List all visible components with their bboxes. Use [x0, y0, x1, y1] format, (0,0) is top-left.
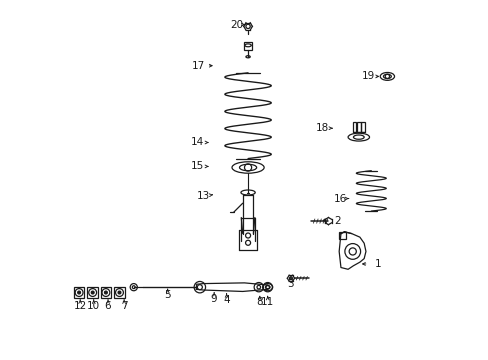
Text: 6: 6: [104, 301, 111, 311]
Text: 13: 13: [196, 191, 210, 201]
Circle shape: [118, 291, 121, 294]
Bar: [361, 122, 364, 132]
Text: 20: 20: [230, 19, 243, 30]
Bar: [74, 287, 84, 298]
Bar: [356, 122, 360, 132]
Text: 14: 14: [190, 138, 203, 148]
Text: 7: 7: [121, 301, 127, 311]
Text: 10: 10: [87, 301, 100, 311]
Text: 4: 4: [223, 295, 229, 305]
Text: 8: 8: [256, 297, 263, 307]
Bar: [114, 287, 124, 298]
Bar: [244, 42, 252, 50]
Text: 3: 3: [287, 279, 294, 289]
Text: 15: 15: [190, 161, 203, 171]
Text: 19: 19: [362, 71, 375, 81]
Text: 17: 17: [191, 61, 204, 71]
Text: 18: 18: [315, 123, 328, 133]
Bar: [352, 122, 356, 132]
Bar: [87, 287, 98, 298]
Text: 9: 9: [210, 294, 217, 303]
Circle shape: [104, 291, 107, 294]
Text: 16: 16: [333, 194, 346, 203]
Text: 5: 5: [164, 290, 171, 300]
Circle shape: [78, 291, 81, 294]
Text: 11: 11: [261, 297, 274, 307]
Bar: [339, 232, 346, 239]
Text: 1: 1: [374, 259, 381, 269]
Text: 2: 2: [333, 216, 340, 226]
Circle shape: [91, 291, 94, 294]
Text: 12: 12: [73, 301, 87, 311]
Bar: [101, 287, 111, 298]
